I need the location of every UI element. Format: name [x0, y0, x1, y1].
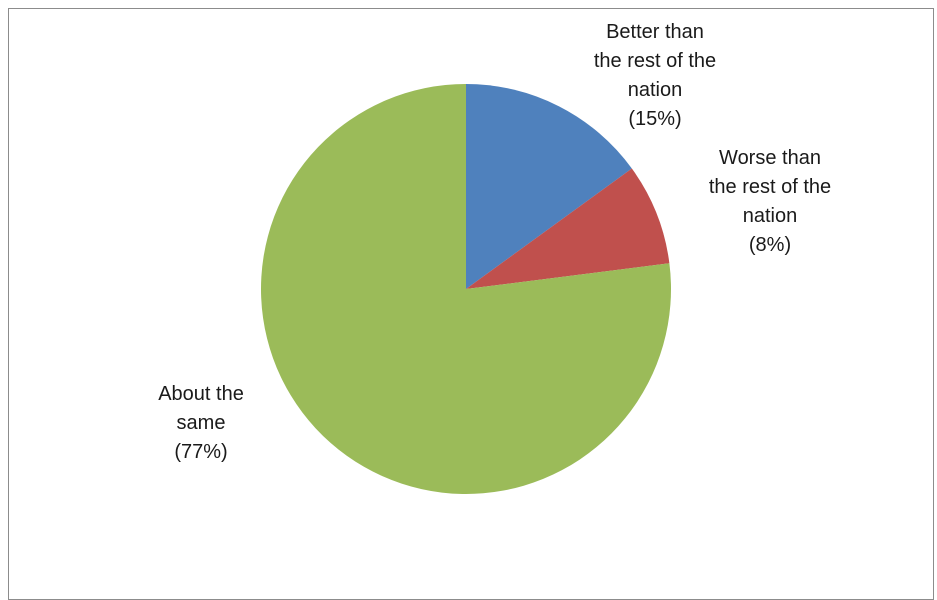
label-value: (15%) — [628, 108, 682, 130]
label-line: the rest of the — [593, 50, 717, 72]
label-line: same — [176, 412, 226, 434]
label-line: the rest of the — [708, 176, 832, 198]
slice-label-better: Better than the rest of the nation (15%) — [580, 18, 730, 134]
pie-slice-worse — [466, 168, 670, 289]
slice-label-same: About the same (77%) — [126, 380, 276, 467]
pie-slice-better — [466, 84, 632, 289]
label-line: nation — [627, 79, 683, 101]
label-value: (8%) — [748, 234, 792, 256]
label-line: Better than — [606, 21, 704, 43]
label-line: About the — [158, 383, 244, 405]
pie-slice-same — [260, 84, 671, 495]
label-value: (77%) — [174, 441, 228, 463]
label-line: Worse than — [719, 147, 821, 169]
slice-label-worse: Worse than the rest of the nation (8%) — [690, 144, 850, 260]
label-line: nation — [742, 205, 798, 227]
